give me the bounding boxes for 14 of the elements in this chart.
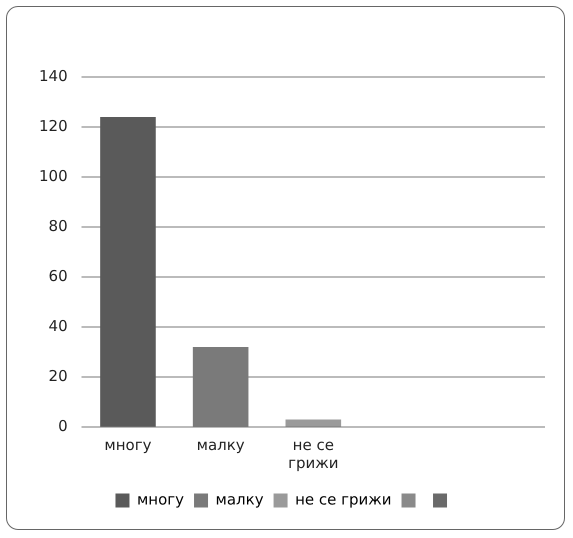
y-tick-label: 60 xyxy=(48,266,68,285)
y-tick-label: 120 xyxy=(38,116,68,135)
y-tick-label: 0 xyxy=(58,416,68,435)
legend-label: не се грижи xyxy=(295,490,392,508)
y-tick-label: 40 xyxy=(48,316,68,335)
legend-label: малку xyxy=(216,490,264,508)
y-tick-label: 80 xyxy=(48,216,68,235)
x-tick-label: не се грижи xyxy=(288,436,339,472)
x-tick-label: многу xyxy=(104,436,152,454)
y-tick-label: 100 xyxy=(38,166,68,185)
y-tick-label: 140 xyxy=(38,66,68,85)
x-tick-label: малку xyxy=(196,436,245,454)
legend-label: многу xyxy=(136,490,184,508)
y-tick-label: 20 xyxy=(48,366,68,385)
